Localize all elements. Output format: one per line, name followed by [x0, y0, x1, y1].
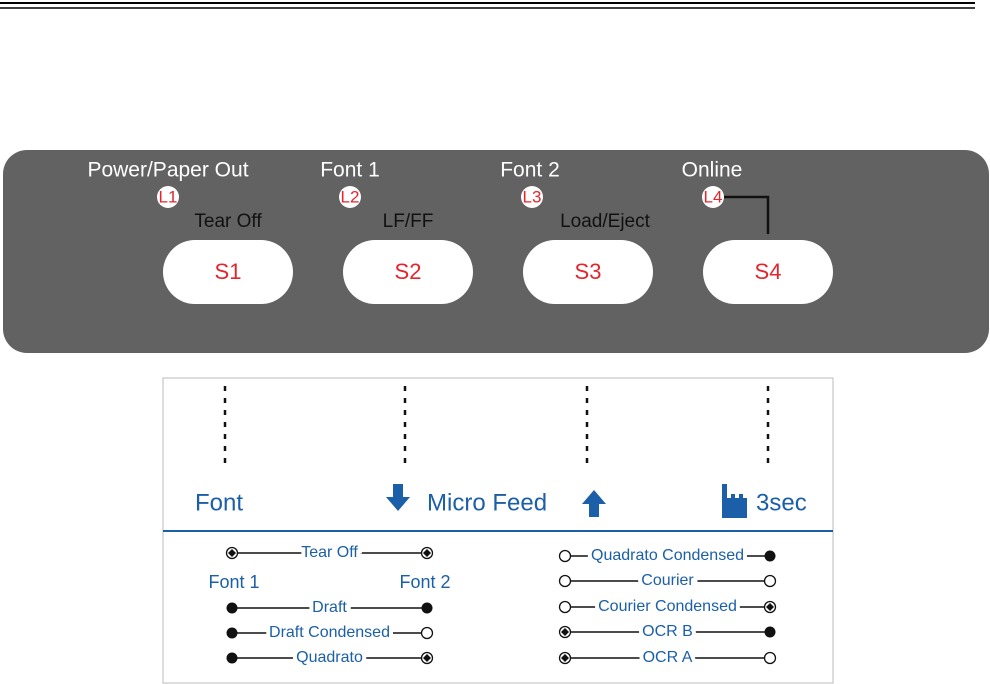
led-off	[763, 651, 777, 665]
button-function: Tear Off	[194, 211, 262, 232]
led	[702, 186, 724, 208]
led-label: L2	[341, 187, 360, 206]
led	[521, 186, 543, 208]
led-blink	[423, 549, 431, 557]
led-off	[763, 574, 777, 588]
led-blink	[423, 654, 431, 662]
legend-row-label: Draft Condensed	[269, 624, 390, 641]
button-label: S4	[755, 259, 782, 284]
led-on	[764, 550, 776, 562]
legend-header: 3sec	[756, 489, 807, 516]
led-label: L3	[523, 187, 542, 206]
button[interactable]	[523, 240, 653, 304]
indicator-label: Font 1	[320, 159, 380, 182]
led-blink	[561, 654, 569, 662]
legend-row-label: Courier Condensed	[598, 598, 737, 615]
legend-row-label: Quadrato	[296, 649, 363, 666]
indicator-label: Font 2	[500, 159, 560, 182]
led	[339, 186, 361, 208]
led-blink	[228, 549, 236, 557]
led-off	[420, 626, 434, 640]
button-function: Load/Eject	[560, 211, 651, 232]
legend-header: Font	[195, 489, 243, 516]
arrow-up-icon	[582, 490, 606, 517]
legend-header: Micro Feed	[427, 489, 547, 516]
button-function: LF/FF	[383, 211, 434, 232]
indicator-label: Online	[682, 159, 743, 182]
column-label: Font 2	[399, 572, 450, 592]
button-label: S2	[395, 259, 422, 284]
dynamic-content: Power/Paper Out L1 Tear Off S1 Font 1 L2 LF/FF…	[87, 159, 833, 670]
button[interactable]	[343, 240, 473, 304]
legend-row-label: OCR B	[642, 623, 693, 640]
led-connector	[724, 195, 770, 234]
indicator-label: Power/Paper Out	[87, 159, 248, 182]
button-label: S1	[215, 259, 242, 284]
led-off	[558, 549, 572, 563]
led-label: L4	[704, 187, 723, 206]
led	[157, 186, 179, 208]
led-on	[764, 626, 776, 638]
led-off	[558, 600, 572, 614]
led-label: L1	[159, 187, 178, 206]
column-label: Font 1	[208, 572, 259, 592]
legend-row-label: Draft	[312, 599, 347, 616]
legend-row-label: Quadrato Condensed	[591, 547, 744, 564]
led-blink	[766, 603, 774, 611]
legend-row-label: Courier	[641, 572, 694, 589]
led-blink	[561, 628, 569, 636]
led-on	[421, 602, 433, 614]
legend-row-label: OCR A	[643, 649, 693, 666]
legend-row-label: Tear Off	[301, 544, 358, 561]
dotted-guides	[223, 386, 770, 470]
led-on	[226, 627, 238, 639]
arrow-down-icon	[386, 484, 410, 511]
hand-press-icon	[722, 484, 747, 518]
button[interactable]	[163, 240, 293, 304]
led-on	[226, 652, 238, 664]
led-off	[558, 574, 572, 588]
button-label: S3	[575, 259, 602, 284]
led-on	[226, 602, 238, 614]
button[interactable]	[703, 240, 833, 304]
